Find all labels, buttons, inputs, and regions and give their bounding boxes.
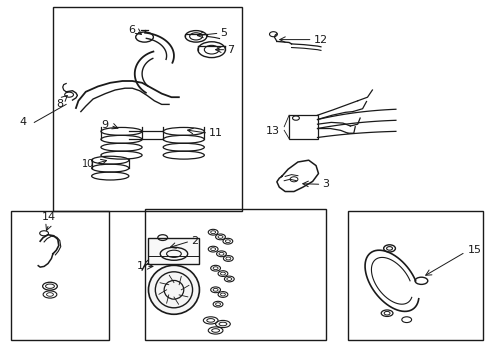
Bar bbox=[148, 238, 199, 264]
Ellipse shape bbox=[148, 265, 199, 314]
Text: 6: 6 bbox=[128, 25, 135, 35]
Bar bbox=[11, 211, 109, 340]
Bar bbox=[145, 209, 326, 340]
Text: 7: 7 bbox=[227, 45, 235, 55]
Text: 3: 3 bbox=[322, 179, 329, 189]
Text: 2: 2 bbox=[191, 236, 198, 246]
Text: 9: 9 bbox=[101, 120, 109, 130]
Text: 8: 8 bbox=[56, 99, 64, 109]
Text: 15: 15 bbox=[468, 245, 482, 255]
Text: 13: 13 bbox=[266, 126, 280, 136]
Text: 1: 1 bbox=[137, 261, 144, 271]
Text: 11: 11 bbox=[209, 128, 223, 138]
Text: 12: 12 bbox=[314, 35, 328, 45]
Text: 5: 5 bbox=[220, 28, 227, 38]
Text: 4: 4 bbox=[20, 117, 27, 127]
Bar bbox=[348, 211, 483, 340]
Text: 14: 14 bbox=[42, 212, 56, 222]
Text: 10: 10 bbox=[82, 159, 95, 169]
Bar bbox=[289, 115, 318, 139]
Bar bbox=[53, 7, 242, 211]
